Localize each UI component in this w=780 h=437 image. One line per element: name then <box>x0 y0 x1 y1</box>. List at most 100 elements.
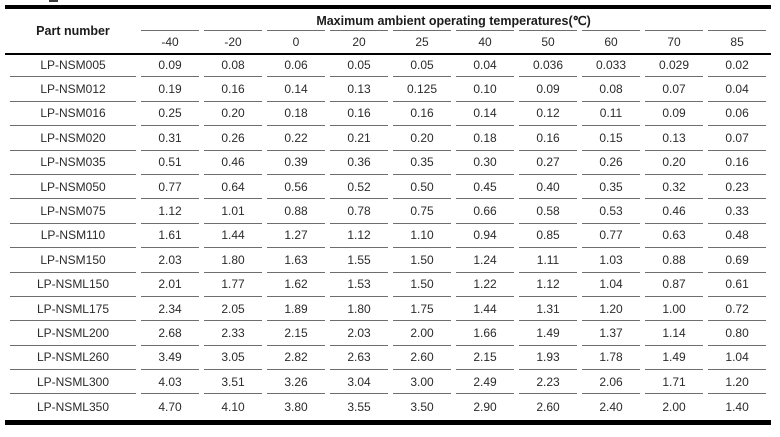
value-cell: 1.75 <box>393 297 451 322</box>
value-cell: 1.66 <box>456 321 514 346</box>
table-row: LP-NSM020 0.31 0.26 0.22 0.21 0.20 0.18 … <box>10 126 767 151</box>
value-cell: 2.49 <box>456 370 514 395</box>
value-cell: 1.22 <box>456 273 514 297</box>
value-cell: 1.04 <box>708 346 767 371</box>
part-number-header: Part number <box>36 24 110 38</box>
temp-column-header: 85 <box>730 35 744 49</box>
table-row: LP-NSM110 1.61 1.44 1.27 1.12 1.10 0.94 … <box>10 224 767 249</box>
value-cell: 3.80 <box>284 399 308 414</box>
value-cell: 2.01 <box>141 273 199 297</box>
table-row: LP-NSM016 0.25 0.20 0.18 0.16 0.16 0.14 … <box>10 102 767 127</box>
value-cell: 1.44 <box>456 297 514 322</box>
value-cell: 2.33 <box>204 321 262 346</box>
table-row: LP-NSML300 4.03 3.51 3.26 3.04 3.00 2.49… <box>10 370 767 395</box>
part-number-cell: LP-NSML350 <box>36 399 110 414</box>
value-cell: 0.46 <box>645 199 703 224</box>
value-cell: 0.20 <box>645 151 703 175</box>
value-cell: 0.88 <box>645 248 703 273</box>
value-cell: 0.66 <box>456 199 514 224</box>
value-cell: 0.20 <box>204 102 262 127</box>
table-row: LP-NSM075 1.12 1.01 0.88 0.78 0.75 0.66 … <box>10 199 767 224</box>
temp-column-header: 60 <box>604 35 618 49</box>
value-cell: 0.80 <box>708 321 767 346</box>
value-cell: 0.09 <box>141 53 199 78</box>
part-number-cell: LP-NSM012 <box>10 77 136 102</box>
value-cell: 1.10 <box>393 224 451 249</box>
value-cell: 2.00 <box>393 321 451 346</box>
value-cell: 0.75 <box>393 199 451 224</box>
value-cell: 0.04 <box>708 77 767 102</box>
value-cell: 1.78 <box>582 346 640 371</box>
value-cell: 3.51 <box>204 370 262 395</box>
part-number-cell: LP-NSM050 <box>10 175 136 200</box>
value-cell: 0.02 <box>708 53 767 78</box>
group-header: Maximum ambient operating temperatures(℃… <box>141 9 767 31</box>
value-cell: 0.20 <box>393 126 451 151</box>
value-cell: 0.77 <box>582 224 640 249</box>
table-row: LP-NSM150 2.03 1.80 1.63 1.55 1.50 1.24 … <box>10 248 767 273</box>
value-cell: 0.39 <box>267 151 325 175</box>
table-body: LP-NSM005 0.09 0.08 0.06 0.05 0.05 0.04 … <box>10 53 767 419</box>
value-cell: 1.14 <box>645 321 703 346</box>
value-cell: 0.30 <box>456 151 514 175</box>
value-cell: 0.22 <box>267 126 325 151</box>
value-cell: 0.53 <box>582 199 640 224</box>
value-cell: 0.18 <box>456 126 514 151</box>
value-cell: 1.77 <box>204 273 262 297</box>
value-cell: 0.12 <box>519 102 577 127</box>
table-row: LP-NSM035 0.51 0.46 0.39 0.36 0.35 0.30 … <box>10 151 767 175</box>
value-cell: 1.37 <box>582 321 640 346</box>
value-cell: 0.16 <box>519 126 577 151</box>
value-cell: 0.13 <box>645 126 703 151</box>
max-ambient-temperature-table: Part number Maximum ambient operating te… <box>5 9 771 419</box>
value-cell: 4.03 <box>141 370 199 395</box>
value-cell: 2.03 <box>141 248 199 273</box>
temp-column-header: 40 <box>478 35 492 49</box>
value-cell: 0.48 <box>708 224 767 249</box>
value-cell: 0.036 <box>519 53 577 78</box>
value-cell: 0.23 <box>708 175 767 200</box>
value-cell: 3.04 <box>330 370 388 395</box>
part-number-cell: LP-NSM150 <box>10 248 136 273</box>
part-number-cell: LP-NSM110 <box>10 224 136 249</box>
temp-column-header: -40 <box>161 35 179 49</box>
value-cell: 2.23 <box>519 370 577 395</box>
value-cell: 0.16 <box>393 102 451 127</box>
value-cell: 0.25 <box>141 102 199 127</box>
value-cell: 1.55 <box>330 248 388 273</box>
value-cell: 0.78 <box>330 199 388 224</box>
value-cell: 1.11 <box>519 248 577 273</box>
value-cell: 0.16 <box>204 77 262 102</box>
part-number-cell: LP-NSM035 <box>10 151 136 175</box>
value-cell: 0.10 <box>456 77 514 102</box>
table-row: LP-NSML150 2.01 1.77 1.62 1.53 1.50 1.22… <box>10 273 767 297</box>
value-cell: 1.12 <box>330 224 388 249</box>
value-cell: 3.00 <box>393 370 451 395</box>
temp-column-header: -20 <box>224 35 242 49</box>
value-cell: 1.12 <box>519 273 577 297</box>
temp-column-header: 25 <box>415 35 429 49</box>
value-cell: 0.05 <box>393 53 451 78</box>
value-cell: 0.61 <box>708 273 767 297</box>
value-cell: 0.27 <box>519 151 577 175</box>
value-cell: 2.60 <box>393 346 451 371</box>
value-cell: 0.21 <box>330 126 388 151</box>
value-cell: 1.63 <box>267 248 325 273</box>
temp-column-header: 0 <box>292 35 300 49</box>
value-cell: 2.03 <box>330 321 388 346</box>
table-row: LP-NSML260 3.49 3.05 2.82 2.63 2.60 2.15… <box>10 346 767 371</box>
value-cell: 2.34 <box>141 297 199 322</box>
value-cell: 0.77 <box>141 175 199 200</box>
value-cell: 1.31 <box>519 297 577 322</box>
value-cell: 0.31 <box>141 126 199 151</box>
value-cell: 2.15 <box>267 321 325 346</box>
table-row: LP-NSM050 0.77 0.64 0.56 0.52 0.50 0.45 … <box>10 175 767 200</box>
value-cell: 0.04 <box>456 53 514 78</box>
table-row: LP-NSML200 2.68 2.33 2.15 2.03 2.00 1.66… <box>10 321 767 346</box>
value-cell: 0.35 <box>582 175 640 200</box>
value-cell: 0.52 <box>330 175 388 200</box>
value-cell: 0.07 <box>708 126 767 151</box>
value-cell: 0.51 <box>141 151 199 175</box>
value-cell: 1.27 <box>267 224 325 249</box>
